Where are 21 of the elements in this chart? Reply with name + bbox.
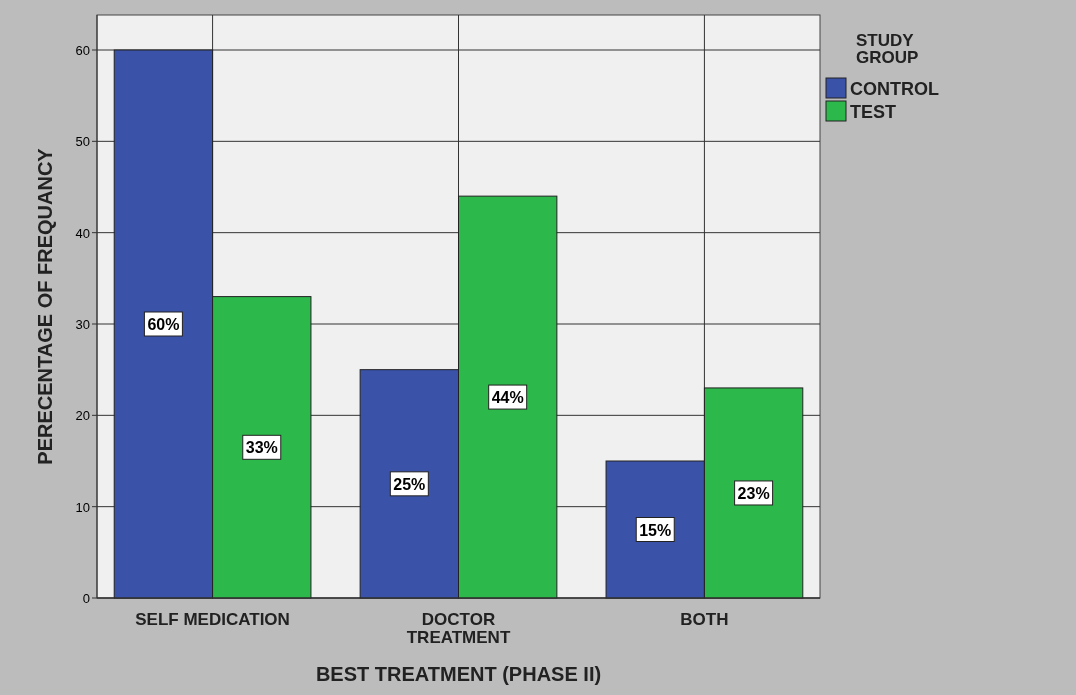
- y-tick-label: 60: [75, 43, 90, 58]
- y-tick-label: 0: [82, 591, 90, 606]
- legend-label: CONTROL: [850, 79, 939, 99]
- y-tick-label: 10: [75, 499, 90, 515]
- legend-label: TEST: [850, 102, 897, 122]
- x-tick-label: SELF MEDICATION: [135, 610, 290, 629]
- data-label: 23%: [737, 484, 770, 502]
- y-tick-label: 50: [75, 134, 90, 150]
- data-label: 15%: [639, 521, 672, 539]
- data-label: 33%: [245, 439, 278, 457]
- x-tick-label: DOCTOR TREATMENT: [406, 610, 511, 647]
- y-tick-label: 20: [75, 408, 90, 424]
- y-axis-title: PERECENTAGE OF FREQUANCY: [34, 147, 56, 465]
- x-axis-title: BEST TREATMENT (PHASE II): [315, 663, 602, 685]
- data-label: 60%: [147, 316, 180, 333]
- y-tick-label: 40: [75, 225, 90, 241]
- legend-title: STUDY GROUP: [856, 31, 919, 67]
- y-tick-label: 30: [75, 317, 90, 332]
- x-tick-label: BOTH: [680, 610, 729, 629]
- data-label: 44%: [491, 389, 524, 407]
- data-label: 25%: [393, 475, 426, 493]
